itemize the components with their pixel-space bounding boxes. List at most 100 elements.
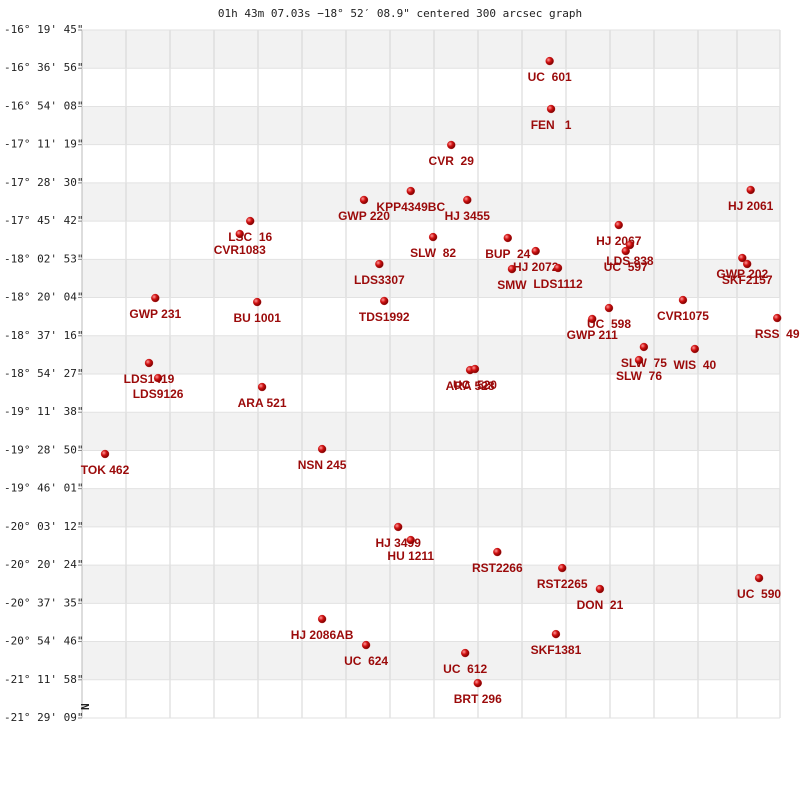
- star-label: LDS 838: [606, 254, 654, 268]
- star: [394, 522, 403, 532]
- star: [546, 104, 556, 114]
- star: [447, 140, 456, 150]
- star: [144, 358, 154, 368]
- star: [246, 216, 255, 226]
- star: [503, 233, 512, 243]
- star-label: BRT 296: [454, 692, 502, 706]
- grid-band: [82, 259, 780, 298]
- chart-title: 01h 43m 07.03s −18° 52′ 08.9" centered 3…: [218, 7, 582, 20]
- star-label: SLW 82: [410, 246, 456, 260]
- star-label: UC 590: [737, 587, 781, 601]
- star-label: UC 612: [443, 662, 487, 676]
- star-label: NSN 245: [298, 458, 347, 472]
- star-label: HU 1211: [387, 549, 434, 563]
- star: [257, 382, 267, 392]
- star-label: LSC 16: [228, 230, 272, 244]
- star: [738, 253, 747, 263]
- star: [634, 355, 644, 365]
- star: [639, 342, 649, 352]
- star-label: LDS1112: [533, 277, 583, 291]
- y-tick-label: -20° 37' 35": [4, 596, 83, 609]
- star: [253, 297, 262, 307]
- y-tick-label: -17° 45' 42": [4, 214, 83, 227]
- star-label: CVR 29: [429, 154, 475, 168]
- star-label: SLW 75: [621, 356, 667, 370]
- grid-band: [82, 106, 780, 145]
- star: [531, 246, 540, 256]
- y-tick-label: -18° 54' 27": [4, 367, 83, 380]
- star-label: GWP 202: [716, 267, 768, 281]
- star-label: KPP4349BC: [376, 200, 445, 214]
- star: [461, 648, 470, 658]
- star: [428, 232, 438, 242]
- star: [235, 229, 244, 239]
- star: [100, 449, 110, 459]
- y-tick-label: -16° 19' 45": [4, 23, 83, 36]
- star: [359, 195, 369, 205]
- star-label: RST2265: [537, 577, 588, 591]
- star-label: SKF1381: [531, 643, 582, 657]
- grid-band: [82, 412, 780, 451]
- y-tick-label: -16° 54' 08": [4, 99, 83, 112]
- star-label: UC 624: [344, 654, 388, 668]
- star-label: HJ 2072: [513, 260, 559, 274]
- star: [588, 314, 597, 324]
- star: [773, 313, 782, 323]
- star-label: TOK 462: [81, 463, 130, 477]
- star: [153, 373, 163, 383]
- star-label: GWP 231: [129, 307, 181, 321]
- y-tick-label: -18° 37' 16": [4, 329, 83, 342]
- star: [754, 573, 764, 583]
- star: [317, 444, 327, 454]
- star: [375, 259, 384, 269]
- star-label: HJ 3455: [445, 209, 491, 223]
- grid-band: [82, 488, 780, 527]
- y-tick-label: -17° 28' 30": [4, 176, 83, 189]
- star-label: SMW: [497, 278, 527, 292]
- star-label: SKF2157: [722, 273, 773, 287]
- y-tick-label: -20° 03' 12": [4, 520, 83, 533]
- star-label: HJ 2086AB: [291, 628, 354, 642]
- star: [151, 293, 160, 303]
- y-tick-label: -19° 46' 01": [4, 482, 83, 495]
- star-label: RSS 49: [755, 327, 800, 341]
- star: [463, 195, 472, 205]
- grid-band: [82, 565, 780, 604]
- star-label: LDS1419: [124, 372, 175, 386]
- star-label: LDS9126: [133, 387, 184, 401]
- grid-band: [82, 335, 780, 374]
- y-tick-label: -21° 29' 09": [4, 711, 83, 724]
- y-tick-label: -20° 54' 46": [4, 635, 83, 648]
- y-tick-label: -19° 11' 38": [4, 405, 83, 418]
- star-label: FEN 1: [531, 118, 572, 132]
- star-label: GWP 211: [567, 328, 618, 342]
- star-label: WIS 40: [674, 358, 717, 372]
- north-label: N: [79, 703, 92, 710]
- star: [545, 56, 554, 66]
- y-tick-label: -17° 11' 19": [4, 138, 83, 151]
- grid-band: [82, 182, 780, 222]
- star-label: BU 1001: [234, 311, 282, 325]
- star-label: HJ 2061: [728, 199, 774, 213]
- star: [380, 296, 389, 306]
- star: [595, 584, 605, 594]
- star-label: UC 601: [528, 70, 572, 84]
- star-label: ARA 528: [446, 379, 495, 393]
- star-label: ARA 521: [238, 396, 287, 410]
- star: [604, 303, 614, 313]
- star: [743, 259, 752, 269]
- star: [678, 295, 688, 305]
- grid-band: [82, 641, 780, 680]
- star: [361, 640, 371, 650]
- y-tick-label: -20° 20' 24": [4, 558, 83, 571]
- star: [317, 614, 327, 624]
- y-tick-label: -16° 36' 56": [4, 61, 83, 74]
- star: [625, 240, 635, 250]
- star-label: LDS3307: [354, 273, 405, 287]
- star-label: DON 21: [577, 598, 624, 612]
- star: [493, 547, 502, 557]
- y-tick-label: -19° 28' 50": [4, 443, 83, 456]
- y-tick-label: -18° 20' 04": [4, 291, 83, 304]
- star-label: HJ 2067: [596, 234, 642, 248]
